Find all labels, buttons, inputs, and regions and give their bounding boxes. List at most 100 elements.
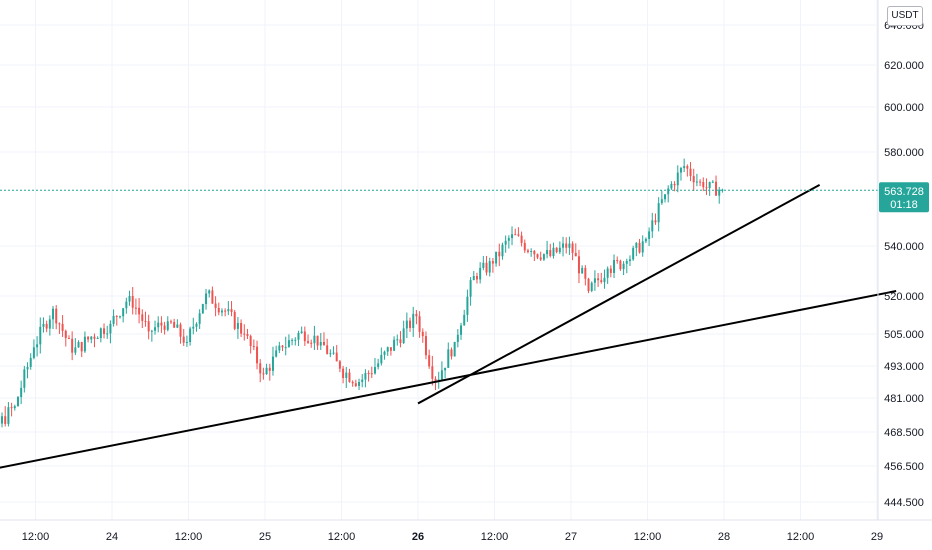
candle-body <box>370 373 373 375</box>
candle-body <box>603 277 606 283</box>
candle-body <box>310 342 313 344</box>
y-tick-label: 600.000 <box>884 102 924 114</box>
last-price-value: 563.728 <box>884 186 924 198</box>
time-axis[interactable]: 12:00 24 12:00 25 12:00 26 12:00 27 12:00 28 12:00… <box>22 531 883 543</box>
candle-body <box>48 319 51 329</box>
candle-body <box>533 251 536 255</box>
candle-body <box>581 267 584 274</box>
candle-body <box>431 366 434 379</box>
candle-body <box>625 261 628 264</box>
candle-body <box>568 243 571 248</box>
candle-body <box>345 372 348 378</box>
candle-body <box>138 307 141 315</box>
candle-body <box>192 326 195 329</box>
candle-body <box>297 332 300 340</box>
candle-body <box>240 322 243 334</box>
candle-body <box>182 336 185 343</box>
candle-body <box>358 382 361 386</box>
candle-body <box>224 310 227 312</box>
y-tick-label: 520.000 <box>884 291 924 303</box>
candle-body <box>552 247 555 256</box>
candle-body <box>122 308 125 317</box>
candle-body <box>144 320 147 322</box>
candle-body <box>335 352 338 362</box>
candle-body <box>71 338 74 353</box>
candle-body <box>447 349 450 368</box>
trendline[interactable] <box>417 184 821 405</box>
candle-body <box>61 323 64 331</box>
candle-body <box>23 369 26 388</box>
candle-body <box>147 321 150 332</box>
price-axis[interactable]: 640.000620.000600.000580.000540.000520.0… <box>884 20 924 509</box>
candle-body <box>332 352 335 354</box>
candle-body <box>635 242 638 248</box>
candle-body <box>227 309 230 312</box>
candle-body <box>281 345 284 348</box>
candle-body <box>189 328 192 342</box>
candle-body <box>648 231 651 239</box>
candle-body <box>284 347 287 349</box>
candle-body <box>383 351 386 355</box>
candle-body <box>166 321 169 330</box>
candle-body <box>271 356 274 371</box>
candle-body <box>125 301 128 309</box>
candle-body <box>176 324 179 328</box>
y-tick-label: 540.000 <box>884 241 924 253</box>
candle-body <box>456 334 459 342</box>
candle-body <box>472 276 475 281</box>
candle-body <box>141 314 144 321</box>
grid-lines <box>0 0 878 520</box>
candle-body <box>74 347 77 353</box>
candle-body <box>539 257 542 260</box>
candle-body <box>220 310 223 313</box>
candle-body <box>530 251 533 252</box>
candle-body <box>106 333 109 335</box>
candle-body <box>475 276 478 280</box>
candle-body <box>342 368 345 378</box>
candle-body <box>58 323 61 325</box>
candle-body <box>83 336 86 352</box>
candle-body <box>55 308 58 324</box>
candle-body <box>660 199 663 204</box>
candle-body <box>584 267 587 279</box>
candle-body <box>112 315 115 324</box>
candle-body <box>96 338 99 340</box>
trendline[interactable] <box>0 290 897 480</box>
candle-body <box>440 370 443 380</box>
x-tick-label: 26 <box>412 531 424 543</box>
candle-body <box>495 251 498 264</box>
candle-body <box>128 296 131 302</box>
candle-body <box>523 242 526 251</box>
candle-body <box>150 330 153 332</box>
candle-body <box>179 324 182 337</box>
candle-body <box>10 407 13 409</box>
candle-body <box>613 259 616 273</box>
candle-body <box>463 314 466 326</box>
candle-body <box>205 293 208 305</box>
x-tick-label: 12:00 <box>328 531 356 543</box>
candle-body <box>233 312 236 329</box>
candle-body <box>479 267 482 280</box>
candle-body <box>641 241 644 253</box>
candle-body <box>90 336 93 340</box>
candle-body <box>444 367 447 371</box>
currency-selector[interactable]: USDT <box>887 6 923 26</box>
candle-body <box>593 278 596 283</box>
candle-body <box>609 268 612 273</box>
candle-body <box>236 322 239 329</box>
candle-body <box>654 220 657 223</box>
candle-body <box>268 367 271 371</box>
candle-body <box>351 381 354 384</box>
candle-body <box>185 342 188 343</box>
candle-body <box>45 323 48 329</box>
candle-body <box>7 407 10 424</box>
candle-body <box>134 307 137 309</box>
candle-body <box>354 383 357 386</box>
candle-body <box>201 304 204 314</box>
last-price-timer: 01:18 <box>890 199 918 211</box>
x-tick-label: 12:00 <box>22 531 50 543</box>
candle-body <box>412 313 415 328</box>
x-tick-label: 24 <box>106 531 118 543</box>
candle-body <box>87 336 90 340</box>
